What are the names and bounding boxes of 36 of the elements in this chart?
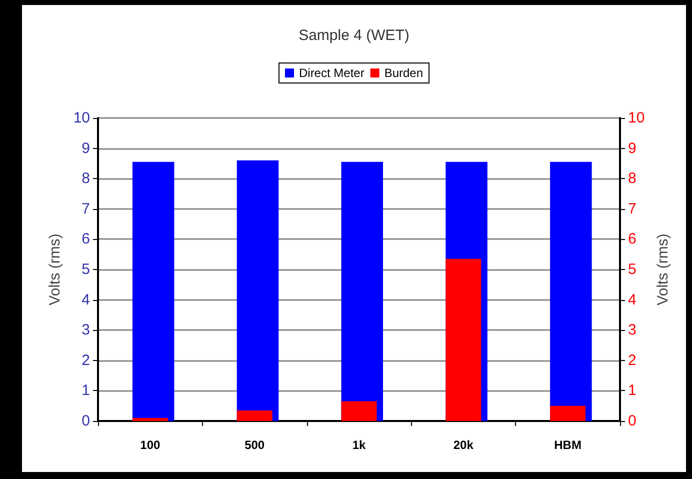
y-tick-label: 2: [82, 352, 90, 369]
x-tick-label: 500: [244, 438, 265, 452]
legend-label: Burden: [384, 66, 424, 80]
y2-tick-label: 2: [628, 352, 636, 369]
y2-tick-label: 1: [628, 382, 636, 400]
y2-tick-label: 3: [628, 322, 636, 339]
y-tick-label: 6: [82, 230, 90, 248]
chart-title: Sample 4 (WET): [298, 27, 410, 44]
y2-axis-title: Volts (rms): [654, 234, 672, 306]
y-tick-label: 3: [82, 322, 90, 339]
y-axis-title: Volts (rms): [46, 234, 64, 306]
x-tick-label: HBM: [554, 438, 582, 452]
y-tick-label: 0: [82, 412, 90, 430]
y-tick-label: 1: [82, 382, 90, 400]
y-tick-label: 5: [82, 261, 90, 278]
x-tick-label: 1k: [352, 438, 366, 452]
y2-tick-label: 9: [628, 140, 636, 157]
y2-tick-label: 8: [628, 170, 636, 188]
legend-label: Direct Meter: [298, 66, 364, 80]
y2-tick-label: 0: [628, 412, 636, 430]
y2-tick-label: 7: [628, 200, 636, 218]
bar: [132, 418, 168, 421]
bar: [550, 406, 586, 421]
y2-tick-label: 5: [628, 261, 636, 278]
y-tick-label: 8: [82, 170, 90, 188]
y2-tick-label: 10: [628, 110, 645, 126]
x-tick-label: 20k: [453, 438, 474, 452]
x-tick-label: 100: [140, 438, 161, 452]
bar: [341, 401, 377, 421]
y-tick-label: 4: [82, 291, 90, 308]
y-tick-label: 10: [73, 110, 90, 126]
y2-tick-label: 6: [628, 230, 636, 248]
y-tick-label: 7: [82, 200, 90, 218]
bar: [236, 410, 272, 421]
y2-tick-label: 4: [628, 291, 636, 308]
y-tick-label: 9: [82, 140, 90, 157]
